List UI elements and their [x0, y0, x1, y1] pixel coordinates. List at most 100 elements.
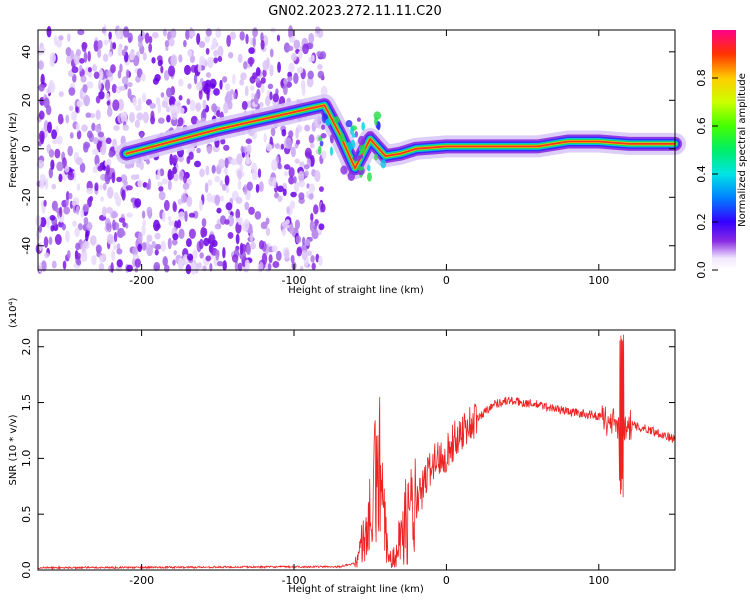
noise-blob: [154, 243, 162, 250]
noise-blob: [136, 68, 143, 78]
noise-blob: [46, 217, 50, 229]
noise-blob: [38, 83, 45, 92]
snr-y-multiplier: (x10⁴): [8, 297, 19, 328]
noise-blob: [225, 91, 233, 103]
noise-blob: [82, 203, 90, 213]
noise-blob: [199, 55, 206, 67]
noise-blob: [271, 245, 278, 253]
noise-blob: [152, 77, 159, 85]
noise-blob: [97, 165, 103, 172]
noise-blob: [133, 55, 140, 67]
noise-blob: [215, 27, 222, 39]
noise-blob: [186, 253, 194, 261]
noise-blob: [221, 183, 227, 191]
noise-blob: [98, 79, 102, 91]
noise-blob: [275, 250, 282, 261]
noise-blob: [75, 106, 79, 113]
noise-blob: [56, 39, 63, 48]
noise-blob: [157, 181, 163, 187]
noise-blob: [110, 64, 116, 74]
noise-blob: [310, 255, 315, 263]
noise-blob: [243, 218, 250, 231]
ridge-blob: [321, 124, 326, 130]
noise-blob: [299, 161, 305, 168]
noise-blob: [137, 97, 142, 108]
noise-blob: [178, 228, 185, 240]
noise-blob: [249, 232, 254, 243]
noise-blob: [132, 97, 137, 107]
noise-blob: [244, 201, 250, 211]
spectrogram-y-axis-title: Frequency (Hz): [8, 112, 19, 188]
noise-blob: [182, 182, 190, 190]
noise-blob: [152, 219, 161, 232]
noise-blob: [116, 176, 123, 183]
snr-frame: [37, 329, 676, 571]
noise-blob: [66, 249, 71, 260]
noise-blob: [179, 107, 185, 115]
noise-blob: [217, 45, 224, 58]
noise-blob: [64, 165, 70, 173]
noise-blob: [237, 217, 243, 226]
noise-blob: [110, 262, 114, 273]
noise-blob: [246, 243, 252, 256]
noise-blob: [190, 115, 198, 125]
ridge-blob: [356, 166, 365, 171]
noise-blob: [227, 214, 235, 227]
noise-blob: [163, 96, 170, 102]
noise-blob: [287, 45, 294, 52]
noise-blob: [146, 182, 150, 190]
ridge-blob: [333, 116, 340, 124]
noise-blob: [189, 99, 196, 112]
noise-blob: [167, 237, 172, 250]
ridge-blob: [373, 153, 379, 161]
noise-blob: [111, 249, 116, 262]
noise-blob: [269, 64, 274, 77]
snr-x-axis-title: Height of straight line (km): [288, 584, 424, 595]
noise-blob: [262, 69, 267, 78]
noise-blob: [40, 133, 45, 145]
ridge-blob: [366, 172, 372, 182]
ridge-blob: [361, 121, 366, 131]
ridge-blob: [350, 126, 355, 136]
noise-blob: [172, 259, 176, 266]
noise-blob: [205, 255, 212, 262]
noise-blob: [229, 31, 237, 40]
noise-blob: [95, 95, 101, 104]
noise-blob: [71, 66, 79, 74]
noise-blob: [317, 70, 325, 79]
ridge-blob: [339, 132, 345, 142]
noise-blob: [311, 262, 316, 270]
noise-blob: [105, 206, 113, 214]
noise-blob: [165, 87, 173, 98]
snr-series-line: [37, 334, 676, 571]
noise-blob: [296, 246, 303, 257]
noise-blob: [183, 174, 187, 184]
noise-blob: [163, 69, 170, 81]
noise-blob: [233, 92, 237, 100]
noise-blob: [199, 168, 205, 178]
noise-blob: [48, 236, 53, 246]
noise-blob: [185, 264, 192, 275]
noise-blob: [272, 93, 280, 103]
noise-blob: [111, 83, 117, 94]
noise-blob: [254, 93, 259, 105]
noise-blob: [213, 57, 218, 64]
noise-blob: [308, 183, 316, 194]
noise-blob: [260, 32, 264, 43]
noise-blob: [81, 242, 86, 253]
noise-blob: [135, 174, 140, 180]
noise-blob: [224, 175, 230, 186]
noise-blob: [93, 71, 100, 80]
noise-blob: [76, 130, 82, 140]
noise-blob: [74, 227, 80, 238]
noise-blob: [313, 224, 318, 231]
noise-blob: [137, 41, 143, 48]
noise-blob: [217, 261, 224, 267]
noise-blob: [134, 258, 141, 268]
noise-blob: [48, 148, 55, 158]
noise-blob: [170, 54, 178, 67]
noise-blob: [154, 232, 161, 240]
noise-blob: [222, 247, 226, 259]
noise-blob: [106, 107, 113, 117]
noise-blob: [79, 64, 83, 72]
